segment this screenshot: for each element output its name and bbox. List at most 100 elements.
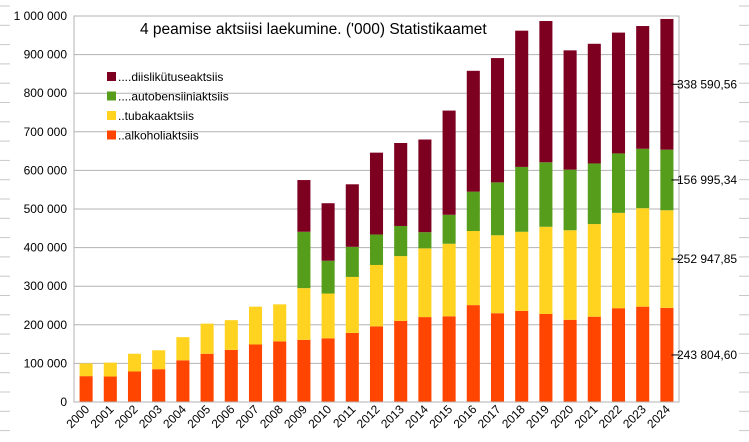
bar-segment (515, 166, 529, 232)
bar-segment (442, 243, 456, 317)
bar-segment (394, 320, 408, 402)
bar-segment (563, 169, 577, 231)
bar-segment (587, 163, 601, 225)
value-annotation: 156 995,34 (677, 173, 737, 187)
bar-segment (539, 226, 553, 314)
bar-segment (273, 304, 287, 342)
value-annotation: 243 804,60 (677, 348, 737, 362)
value-annotations: 338 590,56 156 995,34 252 947,85 243 804,60 (671, 77, 737, 362)
bar-segment (611, 153, 626, 213)
bar-segment (200, 353, 214, 402)
legend-label: ....autobensiiniaktsiis (118, 90, 229, 104)
bar-segment (466, 305, 480, 402)
y-tick-label: 400 000 (24, 241, 68, 255)
bar-segment (539, 21, 553, 163)
bar-segment (636, 148, 650, 209)
y-tick-label: 500 000 (24, 202, 68, 216)
bar-segment (539, 162, 553, 227)
y-tick-label: 300 000 (24, 279, 68, 293)
y-axis-tick-labels: 0 100 000 200 000 300 000 400 000 500 000 600 … (14, 9, 68, 409)
bar-segment (490, 58, 505, 183)
bar-segment (466, 70, 480, 192)
bar-segment (152, 369, 166, 402)
bar-segment (563, 319, 577, 402)
bar-segment (539, 313, 553, 402)
bar-series (79, 18, 674, 402)
bar-segment (442, 110, 456, 215)
y-tick-label: 900 000 (24, 48, 68, 62)
bar-segment (418, 232, 432, 249)
bar-segment (127, 371, 142, 402)
bar-segment (79, 376, 93, 402)
bar-segment (466, 231, 480, 306)
y-tick-label: 800 000 (24, 86, 68, 100)
bar-segment (369, 234, 384, 265)
bar-segment (490, 182, 505, 236)
bar-segment (321, 260, 335, 294)
bar-segment (152, 350, 166, 370)
y-tick-label: 600 000 (24, 163, 68, 177)
bar-segment (587, 43, 601, 164)
bar-segment (442, 214, 456, 244)
y-tick-label: 700 000 (24, 125, 68, 139)
bar-segment (345, 332, 359, 402)
legend-swatch (107, 91, 116, 101)
y-tick-label: 200 000 (24, 318, 68, 332)
bar-segment (394, 142, 408, 226)
bar-segment (490, 313, 505, 402)
bar-segment (176, 360, 190, 402)
bar-segment (660, 149, 674, 211)
bar-segment (297, 339, 311, 402)
bar-segment (563, 230, 577, 320)
legend-label: ..alkoholiaktsiis (118, 129, 199, 143)
bar-segment (345, 276, 359, 333)
bar-segment (224, 349, 238, 402)
bar-segment (418, 248, 432, 318)
legend-label: ..tubakaaktsiis (118, 109, 194, 123)
bar-segment (297, 288, 311, 340)
bar-segment (660, 307, 674, 402)
bar-segment (103, 362, 117, 377)
bar-segment (563, 50, 577, 170)
left-margin-rule-marks (0, 5, 10, 432)
bar-segment (273, 341, 287, 402)
bar-segment (611, 212, 626, 309)
bar-segment (345, 184, 359, 247)
bar-segment (224, 320, 238, 350)
bar-segment (418, 139, 432, 233)
bar-segment (321, 293, 335, 339)
bar-segment (660, 18, 674, 150)
bar-segment (611, 32, 626, 154)
bar-segment (515, 310, 529, 402)
bar-segment (79, 363, 93, 377)
bar-segment (442, 316, 456, 402)
bar-segment (369, 152, 384, 235)
bar-segment (297, 180, 311, 232)
bar-segment (297, 231, 311, 289)
bar-segment (636, 208, 650, 307)
bar-segment (369, 264, 384, 327)
right-margin-rule-marks (739, 5, 749, 432)
bar-segment (636, 26, 650, 149)
bar-segment (515, 231, 529, 311)
bar-segment (369, 326, 384, 402)
bar-segment (394, 256, 408, 321)
y-tick-label: 100 000 (24, 356, 68, 370)
bar-segment (321, 203, 335, 261)
legend-label: ....diislikütuseaktsiis (118, 70, 223, 84)
legend-swatch (107, 130, 116, 140)
value-annotation: 252 947,85 (677, 252, 737, 266)
bar-segment (103, 376, 117, 402)
bar-segment (321, 338, 335, 402)
bar-segment (490, 235, 505, 314)
bar-segment (611, 308, 626, 402)
legend: ....diislikütuseaktsiis ....autobensiinia… (107, 70, 229, 143)
bar-segment (587, 316, 601, 402)
y-tick-label: 0 (60, 395, 67, 409)
chart-title: 4 peamise aktsiisi laekumine. ('000) Sta… (140, 21, 487, 38)
bar-segment (394, 225, 408, 257)
y-tick-label: 1 000 000 (14, 9, 68, 23)
bar-segment (248, 306, 263, 345)
bar-segment (127, 353, 142, 372)
